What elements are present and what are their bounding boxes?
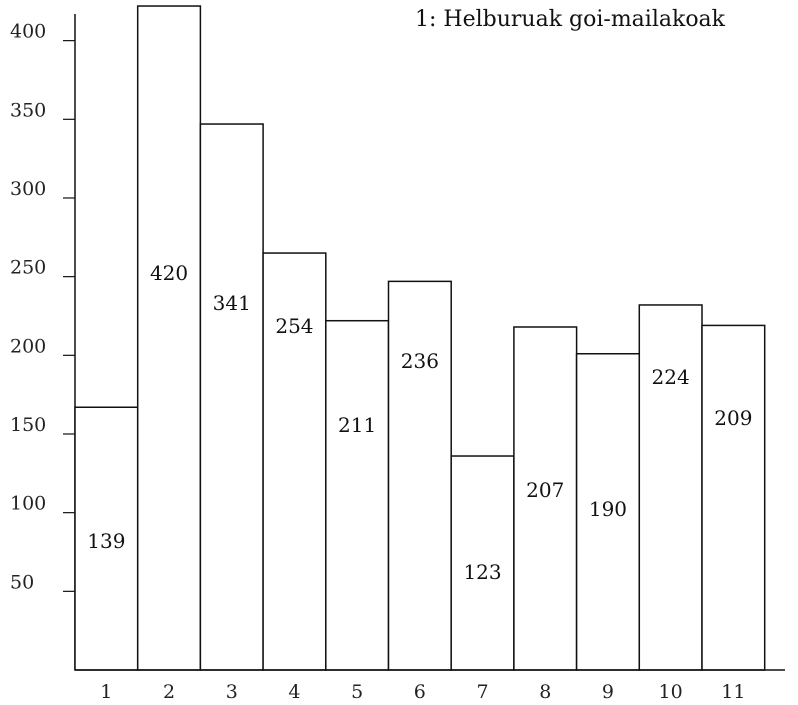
- bar-value-label: 190: [589, 497, 627, 521]
- x-tick-label: 6: [414, 681, 426, 703]
- x-tick-label: 11: [721, 681, 745, 703]
- bars: 139 420 341 254 211 236 123 207 190 224 209: [74, 5, 766, 671]
- x-tick-label: 9: [602, 681, 614, 703]
- x-tick-label: 8: [539, 681, 551, 703]
- x-axis: 1 2 3 4 5 6 7 8 9 10 11: [75, 669, 785, 703]
- bar-value-label: 209: [714, 406, 752, 430]
- bar: [701, 324, 766, 671]
- bar-value-label: 236: [401, 349, 439, 373]
- bar-value-label: 123: [463, 560, 501, 584]
- bar-value-label: 211: [338, 413, 376, 437]
- x-tick-label: 5: [351, 681, 363, 703]
- bar-value-label: 341: [213, 291, 251, 315]
- x-tick-label: 4: [288, 681, 300, 703]
- y-tick-label: 400: [10, 21, 46, 43]
- chart-title: 1: Helburuak goi-mailakoak: [415, 7, 726, 32]
- y-tick-label: 300: [10, 178, 46, 200]
- y-tick-label: 200: [10, 335, 46, 357]
- bar-value-label: 420: [150, 261, 188, 285]
- bar: [325, 319, 390, 671]
- bar-value-label: 224: [652, 365, 690, 389]
- y-tick-label: 250: [10, 257, 46, 279]
- bar: [638, 304, 703, 671]
- bar: [199, 123, 264, 671]
- x-tick-label: 1: [100, 681, 112, 703]
- y-tick-label: 150: [10, 414, 46, 436]
- y-tick-label: 50: [10, 571, 34, 593]
- x-tick-label: 3: [226, 681, 238, 703]
- x-tick-label: 2: [163, 681, 175, 703]
- y-tick-label: 100: [10, 493, 46, 515]
- bar: [387, 280, 452, 671]
- bar-value-label: 139: [87, 529, 125, 553]
- bar-value-label: 254: [275, 314, 313, 338]
- y-axis: 50 100 150 200 250 300 350 400: [10, 14, 76, 670]
- bar-value-label: 207: [526, 478, 564, 502]
- x-tick-label: 7: [477, 681, 489, 703]
- y-tick-label: 350: [10, 99, 46, 121]
- x-tick-label: 10: [659, 681, 683, 703]
- bar: [136, 5, 202, 671]
